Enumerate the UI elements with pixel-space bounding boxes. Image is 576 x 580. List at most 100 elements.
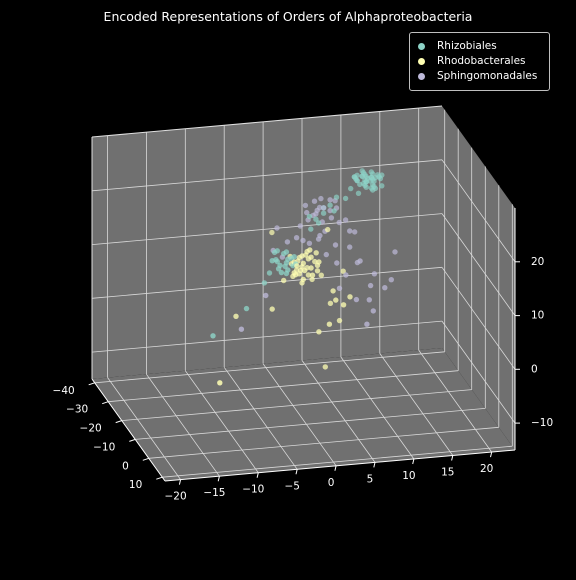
x-tick-label: −15: [203, 487, 225, 499]
data-point-rhodobacterales: [316, 329, 322, 335]
grid-line-x: [340, 356, 415, 460]
data-point-sphingomonadales: [320, 205, 327, 211]
data-point-sphingomonadales: [352, 229, 358, 235]
data-point-sphingomonadales: [327, 207, 333, 214]
z-tick-label: −10: [531, 417, 553, 429]
grid-line-x: [223, 367, 298, 470]
grid-line-z: [91, 159, 443, 192]
data-point-sphingomonadales: [328, 215, 335, 221]
data-point-sphingomonadales: [317, 232, 323, 239]
data-point-rhodobacterales: [316, 259, 322, 265]
legend-marker-rhizobiales: [418, 42, 425, 50]
x-tick: [334, 465, 337, 471]
y-tick-label: −40: [53, 385, 75, 397]
data-point-rhizobiales: [315, 220, 322, 226]
x-tick: [217, 476, 220, 482]
data-point-sphingomonadales: [371, 271, 378, 277]
data-point-rhizobiales: [261, 280, 268, 286]
data-point-rhizobiales: [370, 171, 376, 177]
legend: Rhizobiales Rhodobacterales Sphingomonad…: [409, 32, 550, 91]
data-point-sphingomonadales: [238, 326, 245, 332]
y-tick-label: 0: [122, 460, 129, 472]
grid-line-x: [262, 363, 337, 467]
data-point-rhodobacterales: [327, 300, 334, 306]
data-point-rhizobiales: [354, 172, 360, 178]
data-point-sphingomonadales: [300, 237, 306, 244]
data-point-rhizobiales: [354, 177, 360, 184]
data-point-rhizobiales: [266, 270, 273, 276]
data-point-rhizobiales: [277, 262, 283, 269]
data-point-rhodobacterales: [330, 288, 336, 294]
data-point-rhodobacterales: [340, 302, 347, 308]
legend-label-rhizobiales: Rhizobiales: [437, 40, 497, 52]
x-axis-line: [164, 449, 516, 482]
legend-marker-sphingomonadales: [418, 72, 425, 80]
y-tick-label: −30: [66, 404, 88, 416]
data-point-rhodobacterales: [336, 317, 343, 324]
back-pane: [92, 106, 442, 379]
data-point-rhizobiales: [363, 184, 369, 190]
y-tick-label: −20: [80, 423, 102, 435]
z-tick-label: 20: [531, 256, 544, 268]
grid-line-y: [94, 351, 445, 384]
data-point-rhizobiales: [283, 249, 290, 255]
data-point-sphingomonadales: [318, 195, 324, 202]
data-point-sphingomonadales: [336, 219, 342, 226]
data-point-rhizobiales: [331, 208, 337, 214]
legend-item-rhodobacterales: Rhodobacterales: [418, 54, 526, 68]
data-point-sphingomonadales: [347, 244, 353, 250]
y-axis-line: [91, 378, 166, 482]
data-point-rhodobacterales: [309, 272, 316, 278]
grid-line-x: [107, 377, 181, 480]
data-point-rhizobiales: [210, 333, 216, 339]
x-tick-label: 5: [367, 473, 374, 485]
data-point-sphingomonadales: [343, 272, 349, 278]
data-point-sphingomonadales: [392, 249, 398, 255]
x-tick-label: 15: [441, 467, 454, 479]
data-point-rhodobacterales: [326, 321, 333, 327]
data-point-rhodobacterales: [281, 277, 287, 284]
data-point-rhodobacterales: [300, 276, 306, 283]
data-point-rhodobacterales: [314, 268, 321, 274]
grid-line-y: [162, 445, 513, 478]
data-point-sphingomonadales: [388, 277, 394, 283]
legend-item-sphingomonadales: Sphingomonadales: [418, 69, 537, 83]
data-point-rhodobacterales: [313, 250, 319, 256]
x-tick: [256, 472, 259, 478]
data-point-rhodobacterales: [318, 272, 324, 278]
grid-line-z: [441, 159, 516, 263]
x-tick-label: 20: [480, 463, 493, 475]
data-point-rhizobiales: [379, 172, 385, 178]
data-point-rhizobiales: [364, 175, 371, 182]
data-point-sphingomonadales: [302, 202, 309, 209]
data-point-rhodobacterales: [217, 380, 223, 386]
data-point-rhodobacterales: [333, 297, 339, 303]
data-point-rhizobiales: [243, 305, 250, 312]
data-point-rhizobiales: [285, 256, 291, 262]
data-point-rhodobacterales: [312, 258, 318, 265]
grid-line-z: [441, 213, 516, 316]
x-tick: [373, 462, 376, 468]
data-point-rhodobacterales: [309, 276, 315, 283]
data-point-rhizobiales: [372, 175, 379, 181]
grid-line-y: [108, 370, 459, 403]
x-tick: [295, 469, 298, 475]
grid-line-y: [135, 408, 486, 440]
y-tick-label: 10: [129, 479, 142, 491]
grid-line-z: [91, 320, 443, 353]
x-tick-label: −5: [284, 480, 299, 492]
data-point-rhizobiales: [285, 267, 291, 273]
data-point-sphingomonadales: [263, 292, 269, 299]
y-tick-label: −10: [93, 441, 115, 453]
data-point-rhodobacterales: [307, 247, 313, 253]
x-tick-label: 10: [402, 470, 415, 482]
y-tick: [142, 457, 149, 461]
grid-line-z: [91, 213, 443, 245]
data-point-rhodobacterales: [233, 313, 239, 319]
data-point-rhodobacterales: [294, 263, 300, 269]
data-point-rhizobiales: [348, 185, 354, 192]
grid-line-y: [148, 426, 499, 459]
x-tick-label: 0: [328, 477, 335, 489]
